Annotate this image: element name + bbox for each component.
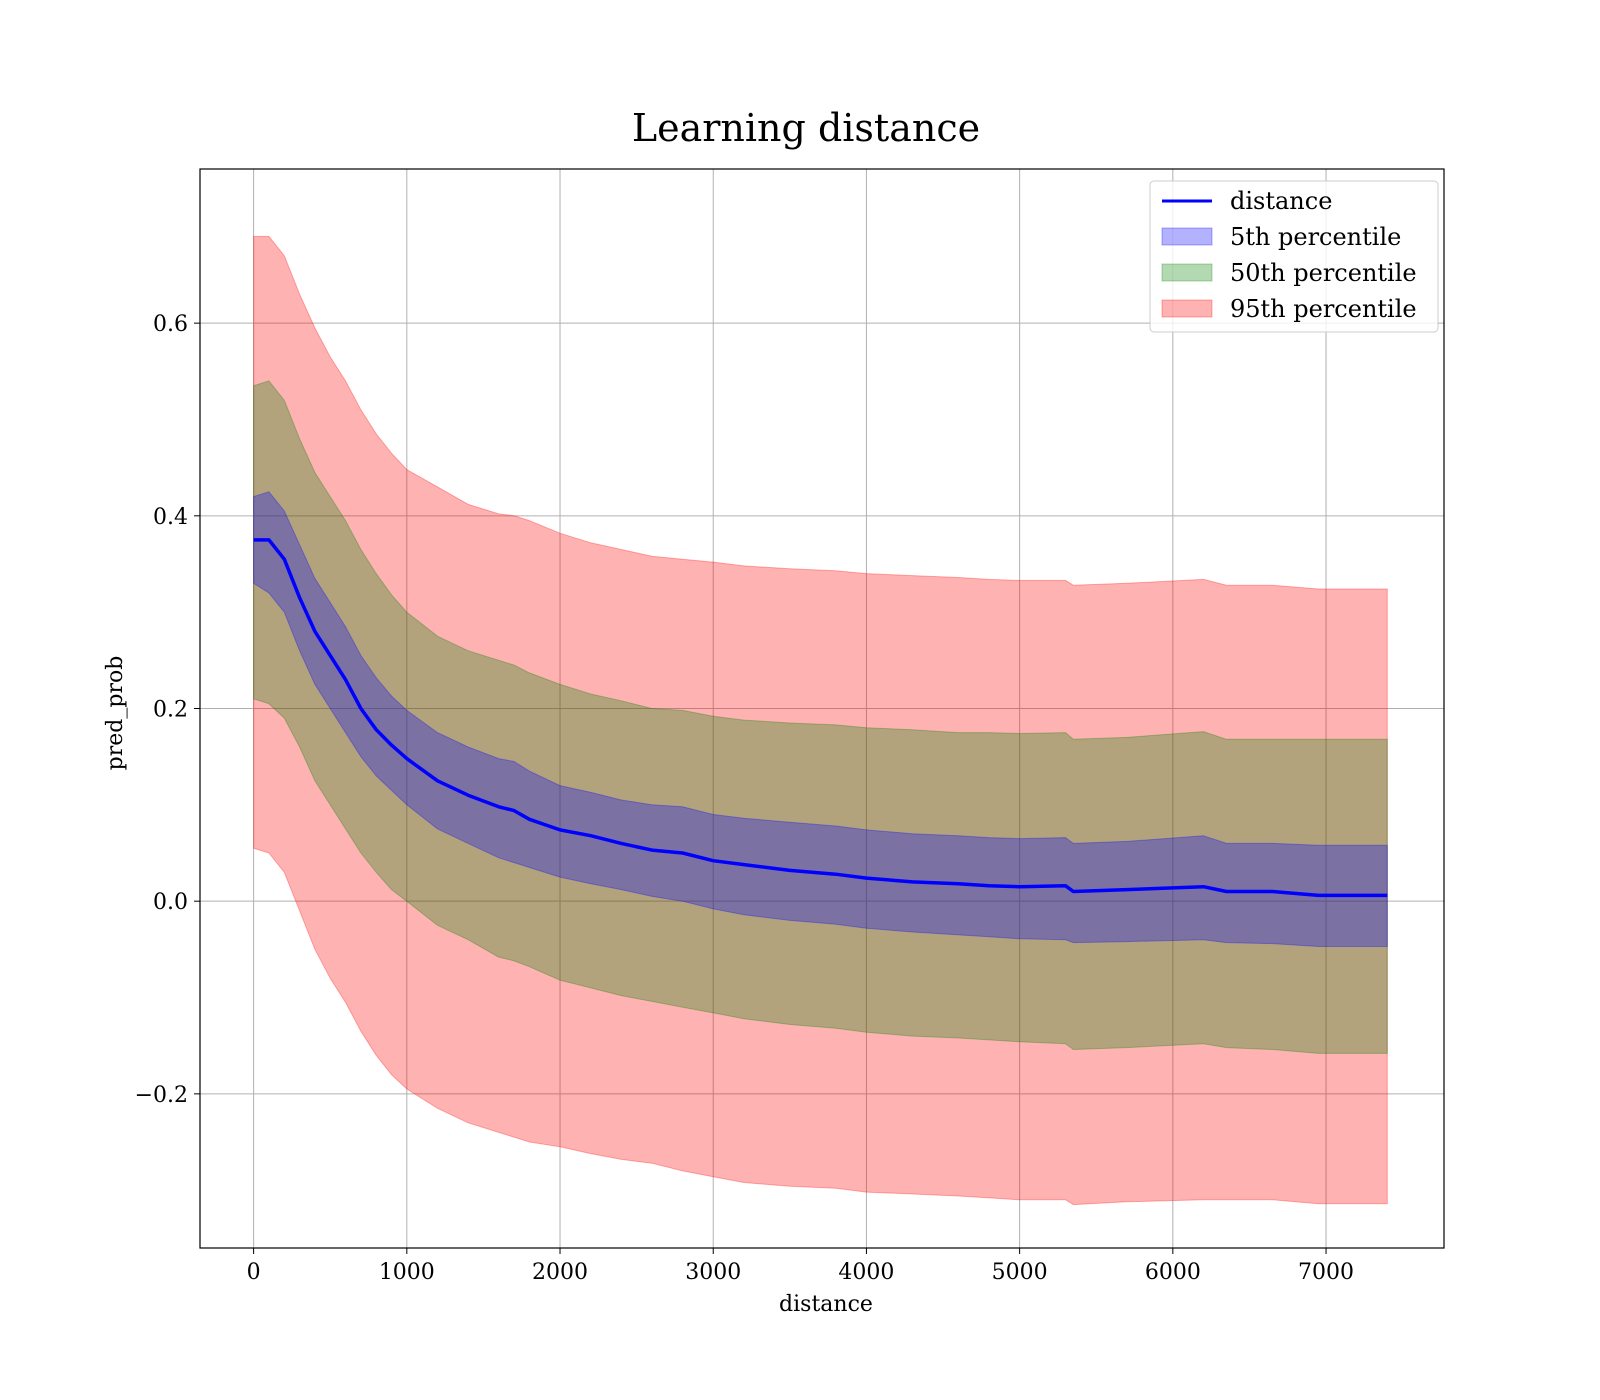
x-axis-label: distance bbox=[779, 1292, 873, 1317]
band-95th-percentile bbox=[253, 235, 1388, 1206]
plot-area: 0 1000 2000 3000 4000 5000 6000 7000 −0.2 0.0 0.2 0… bbox=[135, 168, 1445, 1285]
y-tick-label-1: 0.0 bbox=[153, 890, 188, 915]
x-tick-label-2: 2000 bbox=[532, 1260, 588, 1285]
y-tick-label-4: 0.6 bbox=[153, 312, 188, 337]
band-50th-percentile bbox=[253, 380, 1388, 1054]
band-5th-percentile bbox=[253, 491, 1388, 947]
legend-label-distance: distance bbox=[1230, 187, 1332, 215]
y-axis-label: pred_prob bbox=[103, 656, 128, 771]
x-tick-label-7: 7000 bbox=[1298, 1260, 1354, 1285]
y-tick-label-0: −0.2 bbox=[135, 1083, 188, 1108]
x-tick-label-4: 4000 bbox=[838, 1260, 894, 1285]
legend-frame bbox=[1149, 180, 1439, 333]
legend-swatch-5th bbox=[1161, 227, 1213, 246]
legend-swatch-50th bbox=[1161, 263, 1213, 282]
y-tick-label-3: 0.4 bbox=[153, 505, 188, 530]
legend: distance 5th percentile 50th percentile … bbox=[1149, 180, 1439, 333]
legend-label-50th: 50th percentile bbox=[1230, 259, 1417, 287]
x-tick-label-3: 3000 bbox=[685, 1260, 741, 1285]
legend-swatch-95th bbox=[1161, 299, 1213, 318]
legend-label-95th: 95th percentile bbox=[1230, 295, 1417, 323]
legend-label-5th: 5th percentile bbox=[1230, 223, 1401, 251]
chart-title: Learning distance bbox=[632, 106, 980, 150]
x-tick-label-0: 0 bbox=[247, 1260, 261, 1285]
x-tick-label-6: 6000 bbox=[1145, 1260, 1201, 1285]
series-line-distance bbox=[253, 538, 1388, 898]
y-tick-label-2: 0.2 bbox=[153, 698, 188, 723]
x-tick-label-1: 1000 bbox=[379, 1260, 435, 1285]
x-tick-label-5: 5000 bbox=[992, 1260, 1048, 1285]
